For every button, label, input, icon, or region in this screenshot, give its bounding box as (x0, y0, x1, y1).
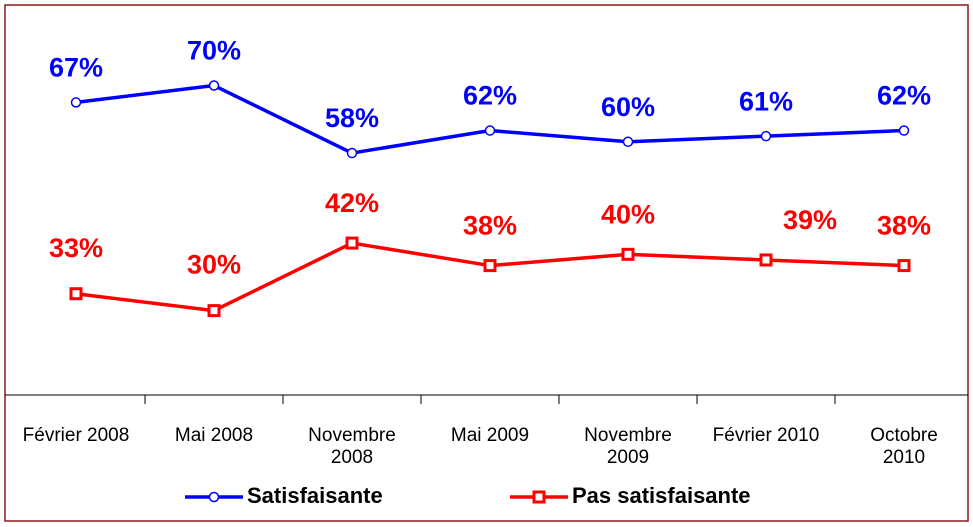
data-label: 60% (601, 92, 655, 122)
data-label: 61% (739, 86, 793, 116)
legend-marker (208, 491, 220, 503)
frame (4, 4, 969, 522)
marker (760, 130, 772, 142)
legend-label: Pas satisfaisante (572, 483, 751, 508)
marker (346, 147, 358, 159)
x-tick-label: Novembre 2008 (308, 425, 396, 468)
data-label: 33% (49, 233, 103, 263)
marker (345, 236, 359, 250)
marker (897, 259, 911, 273)
data-label: 39% (783, 205, 837, 235)
data-label: 40% (601, 199, 655, 229)
marker (69, 287, 83, 301)
data-label: 42% (325, 188, 379, 218)
x-tick-label: Février 2008 (22, 425, 130, 446)
marker (484, 125, 496, 136)
legend-marker (532, 490, 546, 504)
marker (759, 253, 773, 267)
x-tick-label: Février 2010 (712, 425, 820, 446)
x-tick-label: Mai 2008 (174, 425, 254, 446)
x-tick-label: Novembre 2009 (584, 425, 672, 468)
data-label: 38% (877, 211, 931, 241)
data-label: 30% (187, 250, 241, 280)
data-label: 58% (325, 103, 379, 133)
marker (207, 304, 221, 318)
marker (208, 80, 220, 91)
legend-label: Satisfaisante (247, 483, 383, 508)
x-tick-label: Octobre 2010 (870, 425, 938, 468)
x-tick-label: Mai 2009 (450, 425, 530, 446)
data-label: 38% (463, 211, 517, 241)
data-label: 62% (463, 81, 517, 111)
data-label: 62% (877, 81, 931, 111)
marker (70, 97, 82, 108)
marker (621, 247, 635, 261)
marker (622, 136, 634, 148)
marker (898, 125, 910, 136)
data-label: 70% (187, 36, 241, 66)
marker (483, 259, 497, 273)
data-label: 67% (49, 53, 103, 83)
